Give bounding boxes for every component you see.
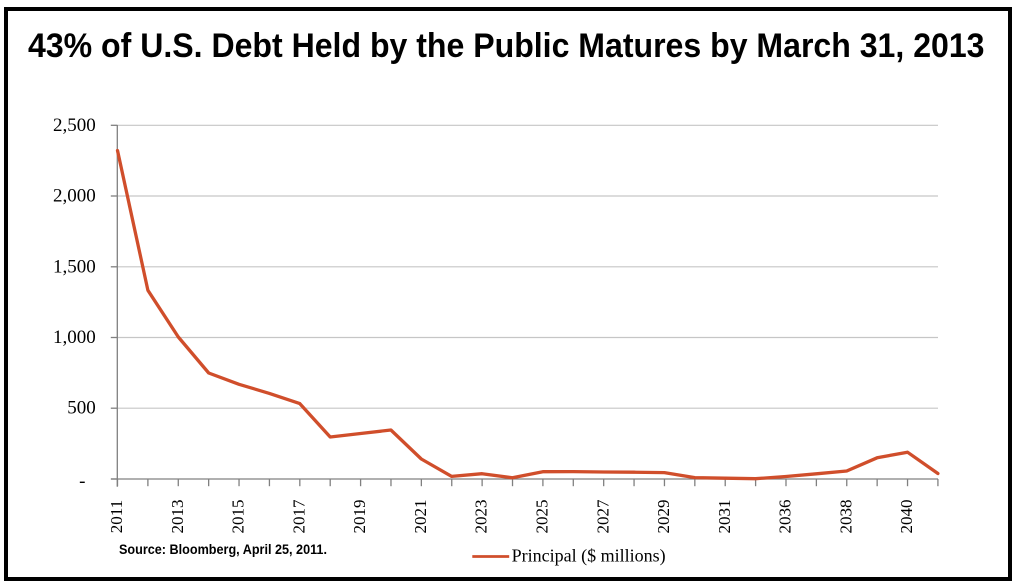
svg-text:2019: 2019 — [350, 500, 369, 534]
svg-text:2040: 2040 — [897, 500, 916, 534]
svg-text:2025: 2025 — [533, 500, 552, 534]
svg-text:2027: 2027 — [593, 499, 612, 534]
svg-text:1,000: 1,000 — [53, 327, 96, 348]
svg-text:2029: 2029 — [654, 500, 673, 534]
svg-text:2038: 2038 — [836, 500, 855, 534]
svg-text:2021: 2021 — [411, 500, 430, 534]
svg-text:2011: 2011 — [107, 500, 126, 533]
svg-text:2023: 2023 — [472, 500, 491, 534]
svg-text:Principal ($ millions): Principal ($ millions) — [512, 546, 666, 567]
svg-text:2013: 2013 — [168, 500, 187, 534]
svg-text:-: - — [79, 471, 85, 492]
svg-text:1,500: 1,500 — [53, 256, 96, 277]
svg-text:2036: 2036 — [776, 500, 795, 534]
svg-text:2017: 2017 — [289, 499, 308, 534]
svg-text:2,000: 2,000 — [53, 186, 96, 207]
svg-text:500: 500 — [67, 398, 96, 419]
svg-text:2031: 2031 — [715, 500, 734, 534]
svg-text:2015: 2015 — [229, 500, 248, 534]
svg-text:2,500: 2,500 — [53, 115, 96, 136]
